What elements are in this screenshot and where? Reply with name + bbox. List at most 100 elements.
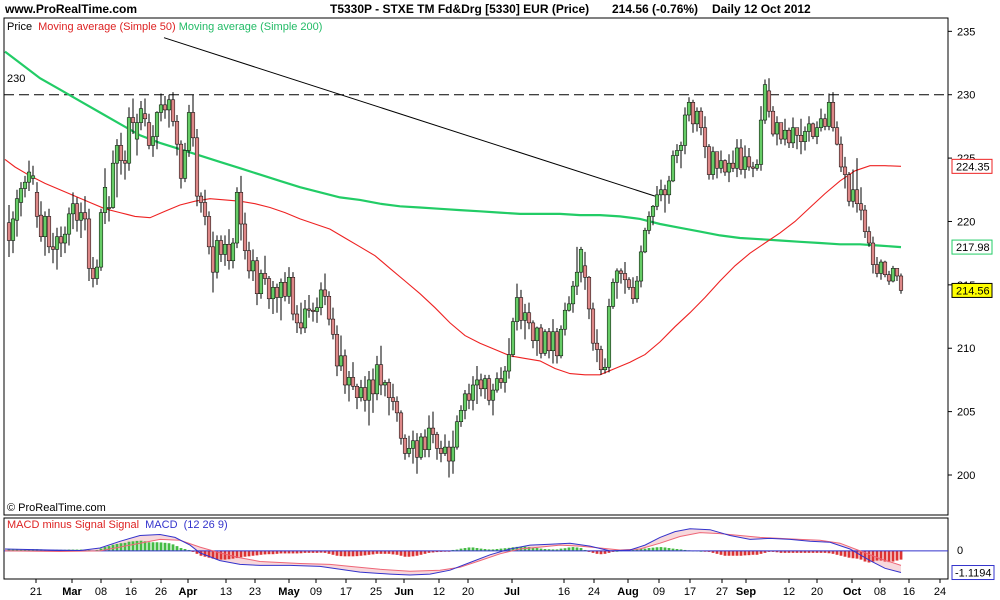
legend-ma200: Moving average (Simple 200) <box>179 21 323 33</box>
macd-hist-bar <box>731 550 735 556</box>
candle-down <box>630 287 636 300</box>
macd-hist-bar <box>419 550 423 555</box>
candle-up <box>98 212 104 268</box>
candle-down <box>858 203 864 211</box>
x-tick-label: 13 <box>220 586 232 598</box>
macd-hist-bar <box>603 550 607 554</box>
candle-down <box>198 195 204 203</box>
macd-hist-bar <box>247 550 251 557</box>
candle-up <box>270 287 276 300</box>
candle-down <box>414 440 420 458</box>
candle-up <box>718 160 724 169</box>
candle-down <box>870 242 876 265</box>
candles-layer <box>6 78 904 478</box>
macd-hist-bar <box>599 550 603 555</box>
price-panel[interactable] <box>3 17 949 516</box>
candle-up <box>710 151 716 175</box>
candle-up <box>638 251 644 282</box>
macd-hist-bar <box>855 550 859 559</box>
macd-hist-bar <box>527 547 531 551</box>
macd-hist-bar <box>291 550 295 554</box>
candle-up <box>666 180 672 196</box>
site-name[interactable]: www.ProRealTime.com <box>4 2 137 16</box>
macd-hist-bar <box>567 547 571 551</box>
candle-down <box>438 448 444 454</box>
trendline-layer <box>163 37 656 197</box>
macd-hist-bar <box>463 548 467 551</box>
macd-hist-bar <box>875 550 879 561</box>
candle-down <box>58 236 64 244</box>
x-tick-label: 09 <box>310 586 322 598</box>
macd-hist-bar <box>851 550 855 559</box>
candle-down <box>254 260 260 294</box>
candle-down <box>618 270 624 274</box>
candle-down <box>430 427 436 435</box>
candle-up <box>806 123 812 132</box>
x-tick-label: Oct <box>843 586 862 598</box>
macd-hist-bar <box>375 550 379 554</box>
candle-down <box>226 244 232 262</box>
candle-up <box>366 379 372 401</box>
candle-up <box>106 207 112 209</box>
macd-hist-bar <box>743 550 747 556</box>
candle-up <box>614 270 620 283</box>
candle-down <box>766 90 772 112</box>
macd-hist-bar <box>371 550 375 555</box>
candle-up <box>318 289 324 308</box>
candle-down <box>146 122 152 146</box>
candle-down <box>730 162 736 169</box>
macd-hist-bar <box>835 550 839 555</box>
macd-hist-bar <box>487 549 491 551</box>
macd-hist-bar <box>639 549 643 551</box>
candle-up <box>578 249 584 273</box>
candle-up <box>346 377 352 386</box>
macd-hist-bar <box>311 550 315 553</box>
candle-up <box>734 147 740 169</box>
candle-down <box>162 104 168 111</box>
candle-up <box>658 189 664 196</box>
candle-down <box>882 261 888 275</box>
candle-down <box>38 214 44 237</box>
y-tick-label: 235 <box>957 26 975 38</box>
candle-down <box>82 212 88 220</box>
macd-hist-bar <box>787 550 791 553</box>
macd-hist-bar <box>595 550 599 554</box>
macd-hist-bar <box>379 550 383 554</box>
candle-up <box>62 233 68 244</box>
candle-down <box>262 273 268 279</box>
macd-hist-bar <box>755 550 759 555</box>
candle-down <box>810 123 816 137</box>
candle-down <box>394 401 400 414</box>
candle-up <box>382 382 388 386</box>
macd-hist-bar <box>763 550 767 553</box>
macd-hist-bar <box>779 550 783 553</box>
candle-down <box>866 231 872 244</box>
candle-up <box>470 384 476 401</box>
candle-down <box>786 129 792 144</box>
x-tick-label: 26 <box>155 586 167 598</box>
macd-hist-bar <box>163 542 167 551</box>
candle-down <box>794 127 800 136</box>
macd-hist-bar <box>459 548 463 551</box>
macd-hist-bar <box>159 542 163 551</box>
macd-hist-bar <box>303 550 307 553</box>
macd-hist-bar <box>867 550 871 563</box>
candle-up <box>814 127 820 137</box>
candle-up <box>654 194 660 207</box>
x-tick-label: Jul <box>504 586 520 598</box>
macd-hist-bar <box>343 550 347 557</box>
macd-hist-bar <box>195 550 199 554</box>
candle-down <box>822 118 828 127</box>
candle-down <box>830 102 836 128</box>
candle-up <box>182 150 188 179</box>
candle-up <box>458 410 464 422</box>
candle-down <box>874 264 880 274</box>
candle-down <box>894 268 900 277</box>
macd-hist-bar <box>491 549 495 551</box>
candle-up <box>94 266 100 279</box>
macd-hist-bar <box>543 549 547 551</box>
candle-up <box>214 240 220 273</box>
macd-hist-bar <box>823 550 827 553</box>
macd-hist-bar <box>295 550 299 554</box>
